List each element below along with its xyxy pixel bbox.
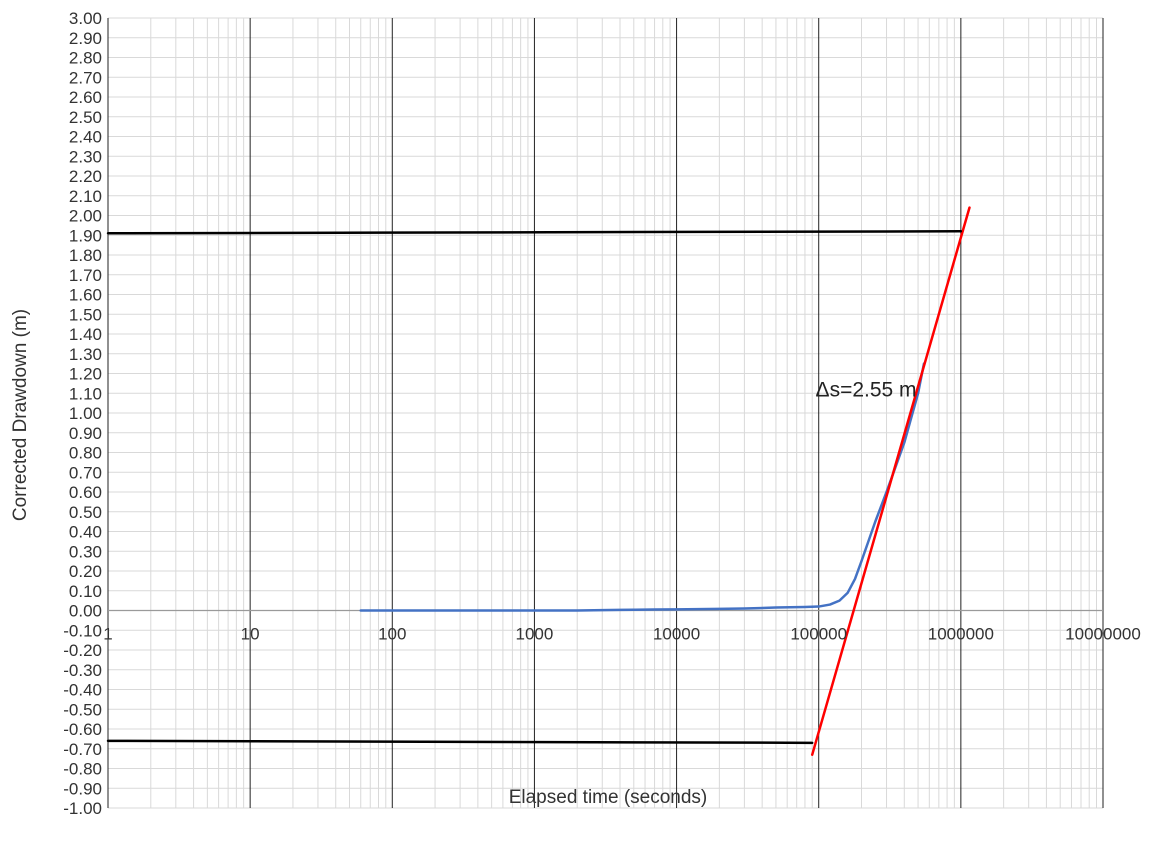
reference-line-series-line [106,230,963,235]
y-tick-label: 2.10 [69,187,102,206]
x-tick-label: 100000 [790,625,847,644]
y-tick-label: 1.60 [69,286,102,305]
y-tick-label: 2.20 [69,167,102,186]
y-axis-title: Corrected Drawdown (m) [10,309,31,521]
x-tick-label: 1000000 [928,625,994,644]
y-tick-label: 0.40 [69,523,102,542]
y-tick-label: -0.70 [63,740,102,759]
y-tick-label: 1.40 [69,325,102,344]
y-tick-label: -0.20 [63,641,102,660]
x-tick-label: 1000 [516,625,554,644]
x-tick-label: 10000000 [1065,625,1141,644]
y-tick-label: 2.60 [69,88,102,107]
y-tick-label: -0.90 [63,779,102,798]
y-tick-label: 1.20 [69,365,102,384]
data-series-line [359,362,926,612]
y-tick-label: 0.00 [69,602,102,621]
y-tick-label: 0.70 [69,463,102,482]
x-tick-label: 100 [378,625,406,644]
x-tick-label: 1 [103,625,112,644]
y-tick-label: 1.70 [69,266,102,285]
series-group [106,206,971,756]
y-tick-label: 0.20 [69,562,102,581]
minor-gridlines [108,17,1103,809]
delta-s-annotation: Δs=2.55 m [816,378,917,401]
y-tick-label: 2.80 [69,49,102,68]
y-tick-labels: 3.002.902.802.702.602.502.402.302.202.10… [63,9,102,818]
y-tick-label: 1.80 [69,246,102,265]
y-tick-label: 1.30 [69,345,102,364]
y-tick-label: 1.90 [69,226,102,245]
x-tick-label: 10 [241,625,260,644]
y-tick-label: 1.10 [69,384,102,403]
y-tick-label: 0.50 [69,503,102,522]
y-tick-label: 0.60 [69,483,102,502]
x-tick-labels: 1 10 100 1000 10000 100000 1000000 10000000 [103,625,1141,644]
y-tick-label: -0.60 [63,720,102,739]
y-tick-label: -0.50 [63,700,102,719]
y-tick-label: -0.10 [63,621,102,640]
y-tick-label: -0.40 [63,681,102,700]
y-tick-label: 2.30 [69,147,102,166]
y-tick-label: -0.80 [63,760,102,779]
fit-line-series-line [810,206,971,756]
y-tick-label: 0.80 [69,444,102,463]
y-tick-label: 2.70 [69,68,102,87]
y-tick-label: 2.40 [69,128,102,147]
reference-line-series-line [106,739,814,745]
x-axis-title: Elapsed time (seconds) [509,787,708,808]
y-tick-label: 1.00 [69,404,102,423]
y-tick-label: -1.00 [63,799,102,818]
y-tick-label: 0.30 [69,542,102,561]
y-tick-label: 2.50 [69,108,102,127]
annotations: Δs=2.55 m [816,378,917,401]
y-tick-label: 2.90 [69,29,102,48]
y-tick-label: 1.50 [69,305,102,324]
y-tick-label: 0.10 [69,582,102,601]
major-gridlines [107,18,1104,808]
y-tick-label: 3.00 [69,9,102,28]
y-tick-label: 2.00 [69,207,102,226]
y-tick-label: -0.30 [63,661,102,680]
x-tick-label: 10000 [653,625,700,644]
y-tick-label: 0.90 [69,424,102,443]
